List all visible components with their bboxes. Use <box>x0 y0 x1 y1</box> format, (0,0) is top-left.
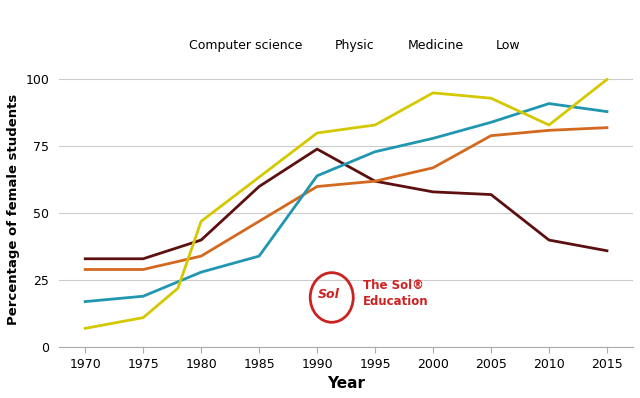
Low <box>197 219 205 224</box>
Low <box>313 131 321 135</box>
Text: Sol: Sol <box>318 288 340 301</box>
Physic <box>487 133 495 138</box>
Computer science <box>487 192 495 197</box>
Computer science <box>545 238 553 242</box>
Medicine <box>487 120 495 125</box>
X-axis label: Year: Year <box>327 376 365 391</box>
Text: The Sol®: The Sol® <box>364 279 424 292</box>
Computer science <box>429 189 437 194</box>
Low <box>140 315 147 320</box>
Computer science <box>313 147 321 152</box>
Physic <box>197 254 205 258</box>
Line: Physic: Physic <box>85 128 607 269</box>
Low <box>81 326 89 331</box>
Physic <box>371 179 379 183</box>
Computer science <box>255 184 263 189</box>
Medicine <box>255 254 263 258</box>
Medicine <box>81 299 89 304</box>
Physic <box>313 184 321 189</box>
Text: Education: Education <box>364 295 429 308</box>
Low <box>603 77 611 82</box>
Medicine <box>603 109 611 114</box>
Physic <box>603 125 611 130</box>
Medicine <box>371 149 379 154</box>
Computer science <box>81 256 89 261</box>
Low <box>429 90 437 95</box>
Computer science <box>140 256 147 261</box>
Low <box>487 96 495 101</box>
Low <box>371 123 379 127</box>
Y-axis label: Percentage of female students: Percentage of female students <box>7 94 20 325</box>
Physic <box>140 267 147 272</box>
Physic <box>81 267 89 272</box>
Medicine <box>140 294 147 298</box>
Computer science <box>371 179 379 183</box>
Line: Medicine: Medicine <box>85 103 607 302</box>
Low <box>174 286 182 291</box>
Legend: Computer science, Physic, Medicine, Low: Computer science, Physic, Medicine, Low <box>172 39 520 52</box>
Medicine <box>197 270 205 275</box>
Low <box>545 123 553 127</box>
Computer science <box>197 238 205 242</box>
Medicine <box>429 136 437 141</box>
Physic <box>429 166 437 170</box>
Computer science <box>603 248 611 253</box>
Physic <box>255 219 263 224</box>
Line: Computer science: Computer science <box>85 149 607 259</box>
Physic <box>545 128 553 133</box>
Medicine <box>545 101 553 106</box>
Medicine <box>313 174 321 178</box>
Line: Low: Low <box>85 80 607 328</box>
